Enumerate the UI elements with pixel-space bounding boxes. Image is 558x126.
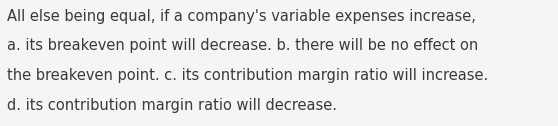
- Text: a. its breakeven point will decrease. b. there will be no effect on: a. its breakeven point will decrease. b.…: [7, 38, 479, 53]
- Text: All else being equal, if a company's variable expenses increase,: All else being equal, if a company's var…: [7, 9, 476, 24]
- Text: d. its contribution margin ratio will decrease.: d. its contribution margin ratio will de…: [7, 98, 337, 113]
- Text: the breakeven point. c. its contribution margin ratio will increase.: the breakeven point. c. its contribution…: [7, 68, 488, 83]
